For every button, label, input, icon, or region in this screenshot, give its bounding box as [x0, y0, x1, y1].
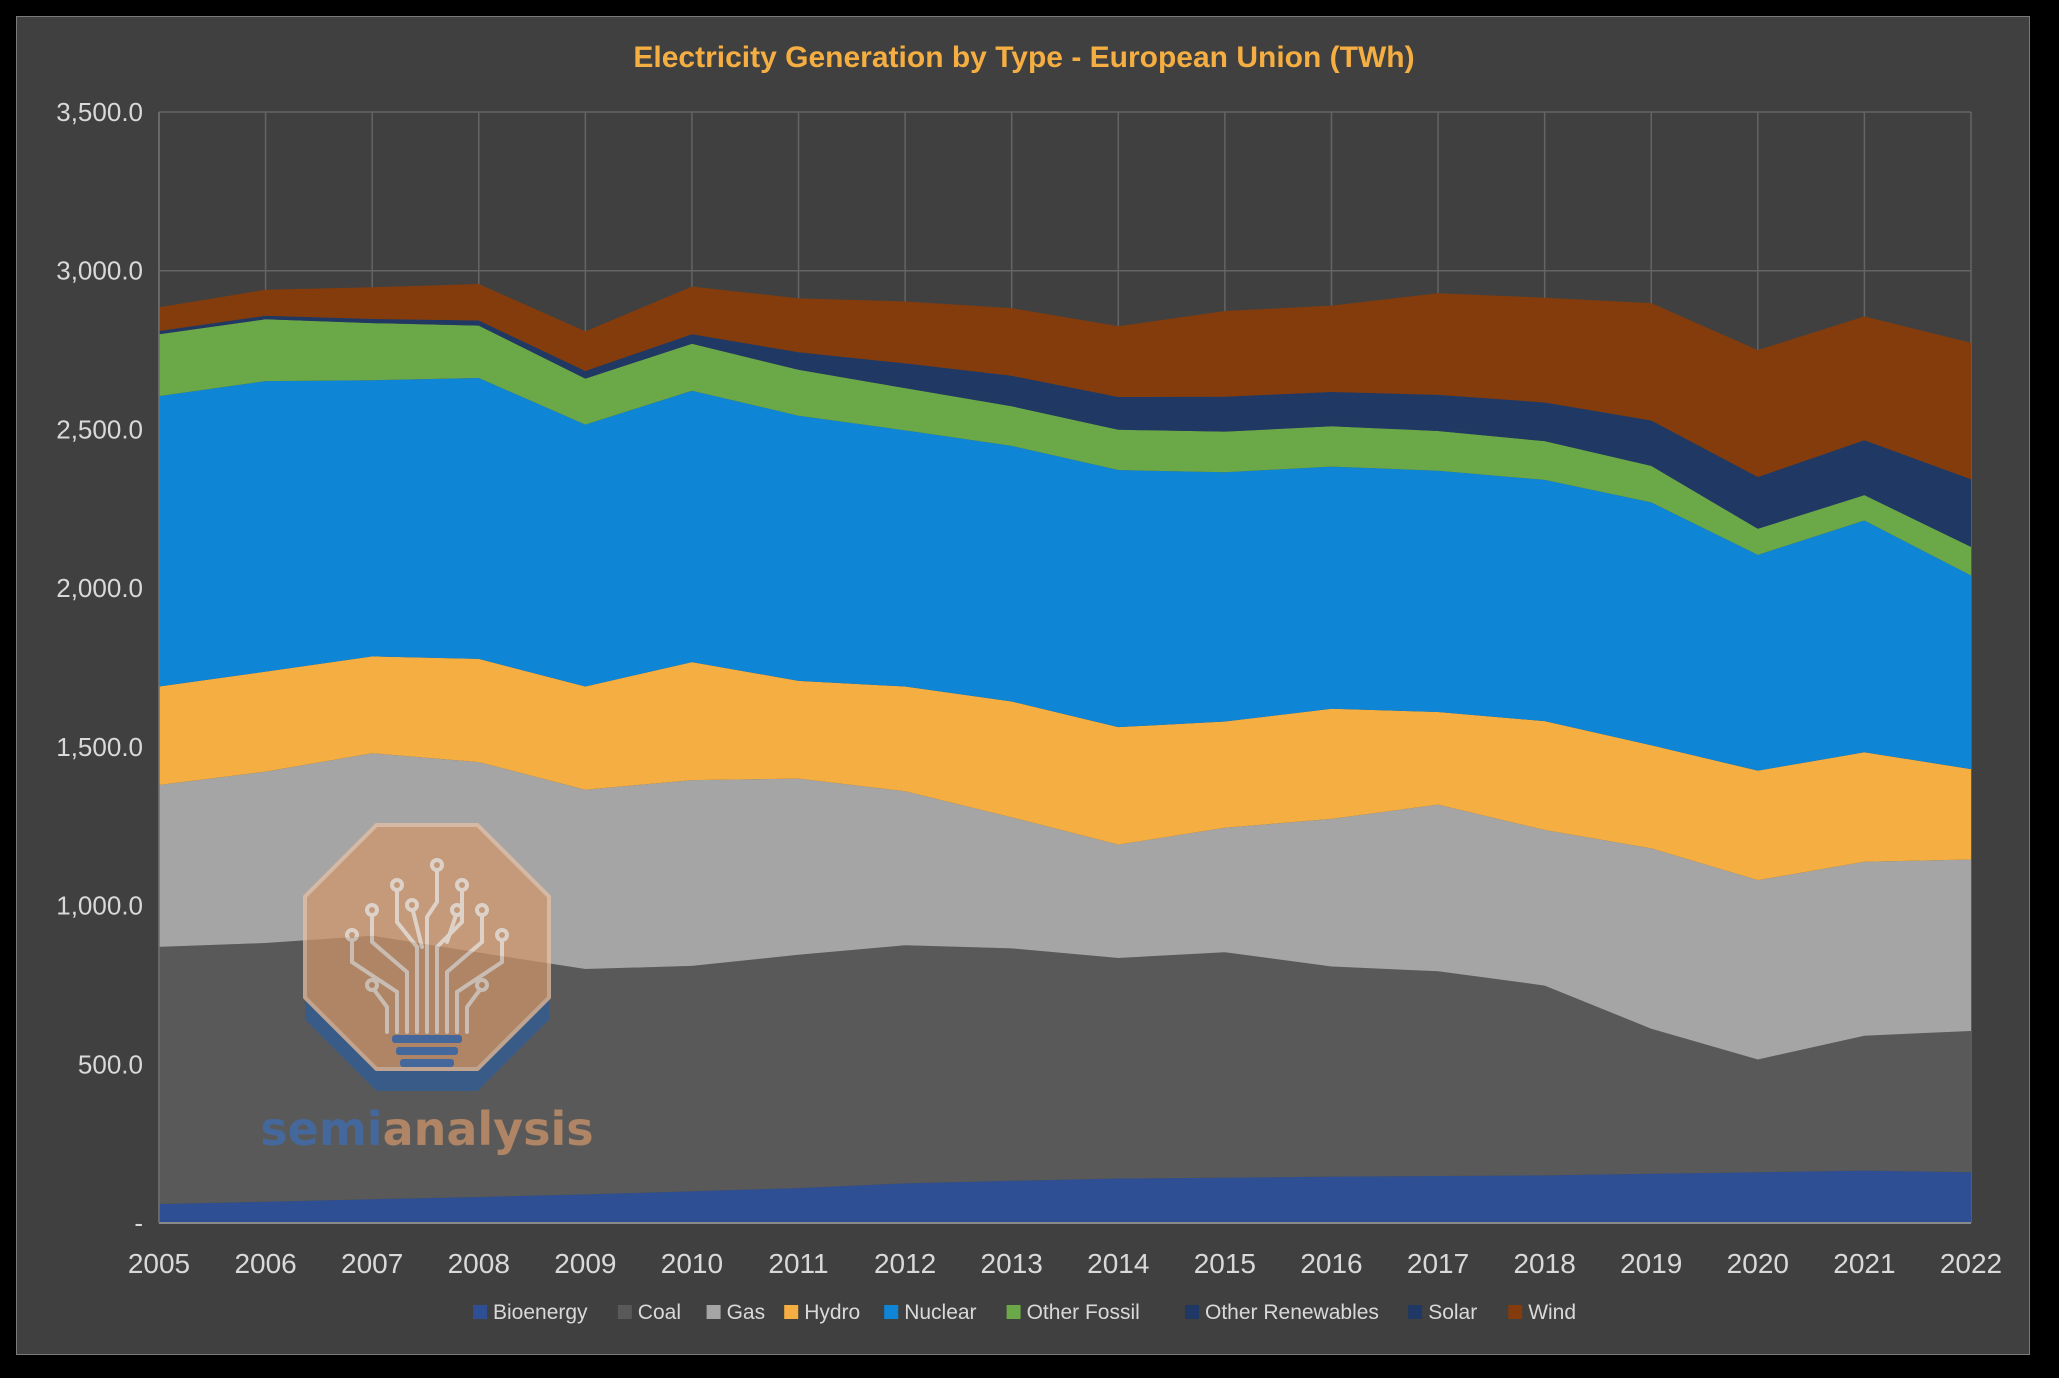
x-tick-label: 2017 — [1407, 1248, 1469, 1279]
x-tick-label: 2013 — [981, 1248, 1043, 1279]
plot-areas — [159, 284, 1971, 1223]
x-tick-label: 2006 — [234, 1248, 296, 1279]
y-tick-label: 2,000.0 — [56, 573, 143, 603]
y-tick-label: 3,500.0 — [56, 97, 143, 127]
x-tick-label: 2019 — [1620, 1248, 1682, 1279]
brand-analysis: analysis — [383, 1102, 594, 1156]
area-bioenergy — [159, 1170, 1971, 1223]
x-tick-label: 2021 — [1833, 1248, 1895, 1279]
legend-label: Hydro — [804, 1301, 860, 1324]
legend-label: Gas — [727, 1301, 766, 1324]
brand-text: semianalysis — [260, 1102, 593, 1156]
area-solar — [159, 315, 1971, 543]
legend-label: Nuclear — [904, 1301, 976, 1324]
y-tick-label: 1,500.0 — [56, 732, 143, 762]
area-other-fossil — [159, 319, 1971, 576]
x-tick-label: 2016 — [1300, 1248, 1362, 1279]
legend-label: Wind — [1528, 1301, 1576, 1324]
chart-svg: - 500.0 1,000.0 1,500.0 2,000.0 2,500.0 3,000.… — [56, 41, 2002, 1324]
legend: Bioenergy Coal Gas Hydro Nuclear Other Fossil… — [473, 1301, 1576, 1324]
legend-swatch — [1508, 1305, 1523, 1319]
legend-swatch — [884, 1305, 899, 1319]
y-tick-label: 2,500.0 — [56, 414, 143, 444]
area-coal — [159, 935, 1971, 1204]
x-tick-label: 2012 — [874, 1248, 936, 1279]
x-tick-label: 2009 — [554, 1248, 616, 1279]
x-tick-label: 2005 — [128, 1248, 190, 1279]
y-tick-label: 1,000.0 — [56, 891, 143, 921]
legend-swatch — [1006, 1305, 1021, 1319]
chart-title: Electricity Generation by Type - Europea… — [633, 41, 1414, 74]
legend-swatch — [1185, 1305, 1199, 1319]
legend-label: Other Renewables — [1205, 1301, 1379, 1324]
brand-semi: semi — [260, 1102, 382, 1156]
x-tick-label: 2007 — [341, 1248, 403, 1279]
circuit-tree-lightbulb-icon — [345, 858, 509, 1034]
x-tick-label: 2015 — [1194, 1248, 1256, 1279]
legend-label: Bioenergy — [493, 1301, 588, 1324]
y-tick-label: - — [134, 1208, 143, 1238]
x-tick-label: 2010 — [661, 1248, 723, 1279]
x-tick-label: 2014 — [1087, 1248, 1149, 1279]
chart-frame: - 500.0 1,000.0 1,500.0 2,000.0 2,500.0 3,000.… — [16, 16, 2030, 1355]
area-wind — [159, 284, 1971, 480]
y-tick-label: 3,000.0 — [56, 256, 143, 286]
x-tick-label: 2020 — [1727, 1248, 1789, 1279]
x-tick-label: 2011 — [768, 1248, 828, 1279]
area-nuclear — [159, 378, 1971, 771]
legend-label: Coal — [638, 1301, 681, 1324]
legend-label: Solar — [1428, 1301, 1477, 1324]
x-tick-label: 2018 — [1513, 1248, 1575, 1279]
legend-label: Other Fossil — [1027, 1301, 1140, 1324]
legend-swatch — [617, 1305, 632, 1319]
legend-swatch — [784, 1305, 799, 1319]
area-hydro — [159, 656, 1971, 881]
lightbulb-base-icon — [392, 1035, 462, 1067]
legend-swatch — [473, 1305, 487, 1319]
legend-swatch — [1408, 1305, 1423, 1319]
axes: - 500.0 1,000.0 1,500.0 2,000.0 2,500.0 3,000.… — [56, 97, 2002, 1279]
legend-swatch — [706, 1305, 721, 1319]
area-gas — [159, 753, 1971, 1060]
semianalysis-watermark: semianalysis — [260, 823, 594, 1156]
x-tick-label: 2008 — [448, 1248, 510, 1279]
y-tick-label: 500.0 — [78, 1049, 143, 1079]
x-tick-label: 2022 — [1940, 1248, 2002, 1279]
